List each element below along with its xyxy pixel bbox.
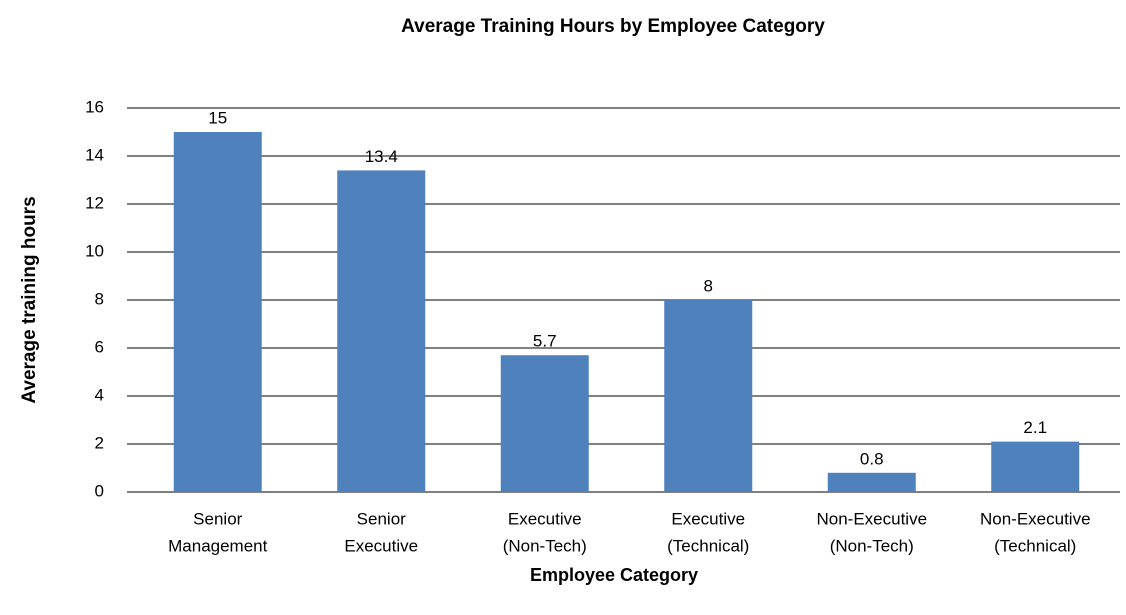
data-label: 15 (208, 108, 227, 127)
y-tick-label: 2 (95, 433, 104, 452)
x-tick-label: Non-Executive (816, 509, 927, 528)
y-tick-label: 0 (95, 481, 104, 500)
data-label: 13.4 (365, 147, 398, 166)
x-tick-label: (Technical) (667, 536, 749, 555)
y-tick-label: 10 (85, 241, 104, 260)
x-tick-label: Senior (193, 509, 242, 528)
bar (827, 472, 916, 492)
x-tick-label: (Non-Tech) (830, 536, 914, 555)
x-tick-label: Executive (508, 509, 582, 528)
bar (173, 132, 262, 492)
data-label: 2.1 (1023, 418, 1047, 437)
bar (337, 170, 426, 492)
y-tick-label: 14 (85, 145, 104, 164)
x-tick-label: (Non-Tech) (503, 536, 587, 555)
y-tick-label: 6 (95, 337, 104, 356)
chart-title: Average Training Hours by Employee Categ… (401, 16, 825, 37)
x-tick-label: Executive (344, 536, 418, 555)
y-axis-title: Average training hours (19, 196, 40, 403)
data-label: 8 (704, 276, 713, 295)
bar (500, 355, 589, 492)
data-label: 5.7 (533, 332, 557, 351)
data-label: 0.8 (860, 449, 884, 468)
y-tick-label: 8 (95, 289, 104, 308)
x-tick-label: Management (168, 536, 268, 555)
x-axis-title: Employee Category (530, 565, 698, 585)
x-tick-label: (Technical) (994, 536, 1076, 555)
x-tick-label: Non-Executive (980, 509, 1091, 528)
y-tick-label: 16 (85, 97, 104, 116)
y-tick-label: 12 (85, 193, 104, 212)
bar (664, 300, 753, 492)
y-tick-label: 4 (95, 385, 104, 404)
x-tick-label: Executive (671, 509, 745, 528)
bar (991, 441, 1080, 492)
x-tick-label: Senior (357, 509, 406, 528)
